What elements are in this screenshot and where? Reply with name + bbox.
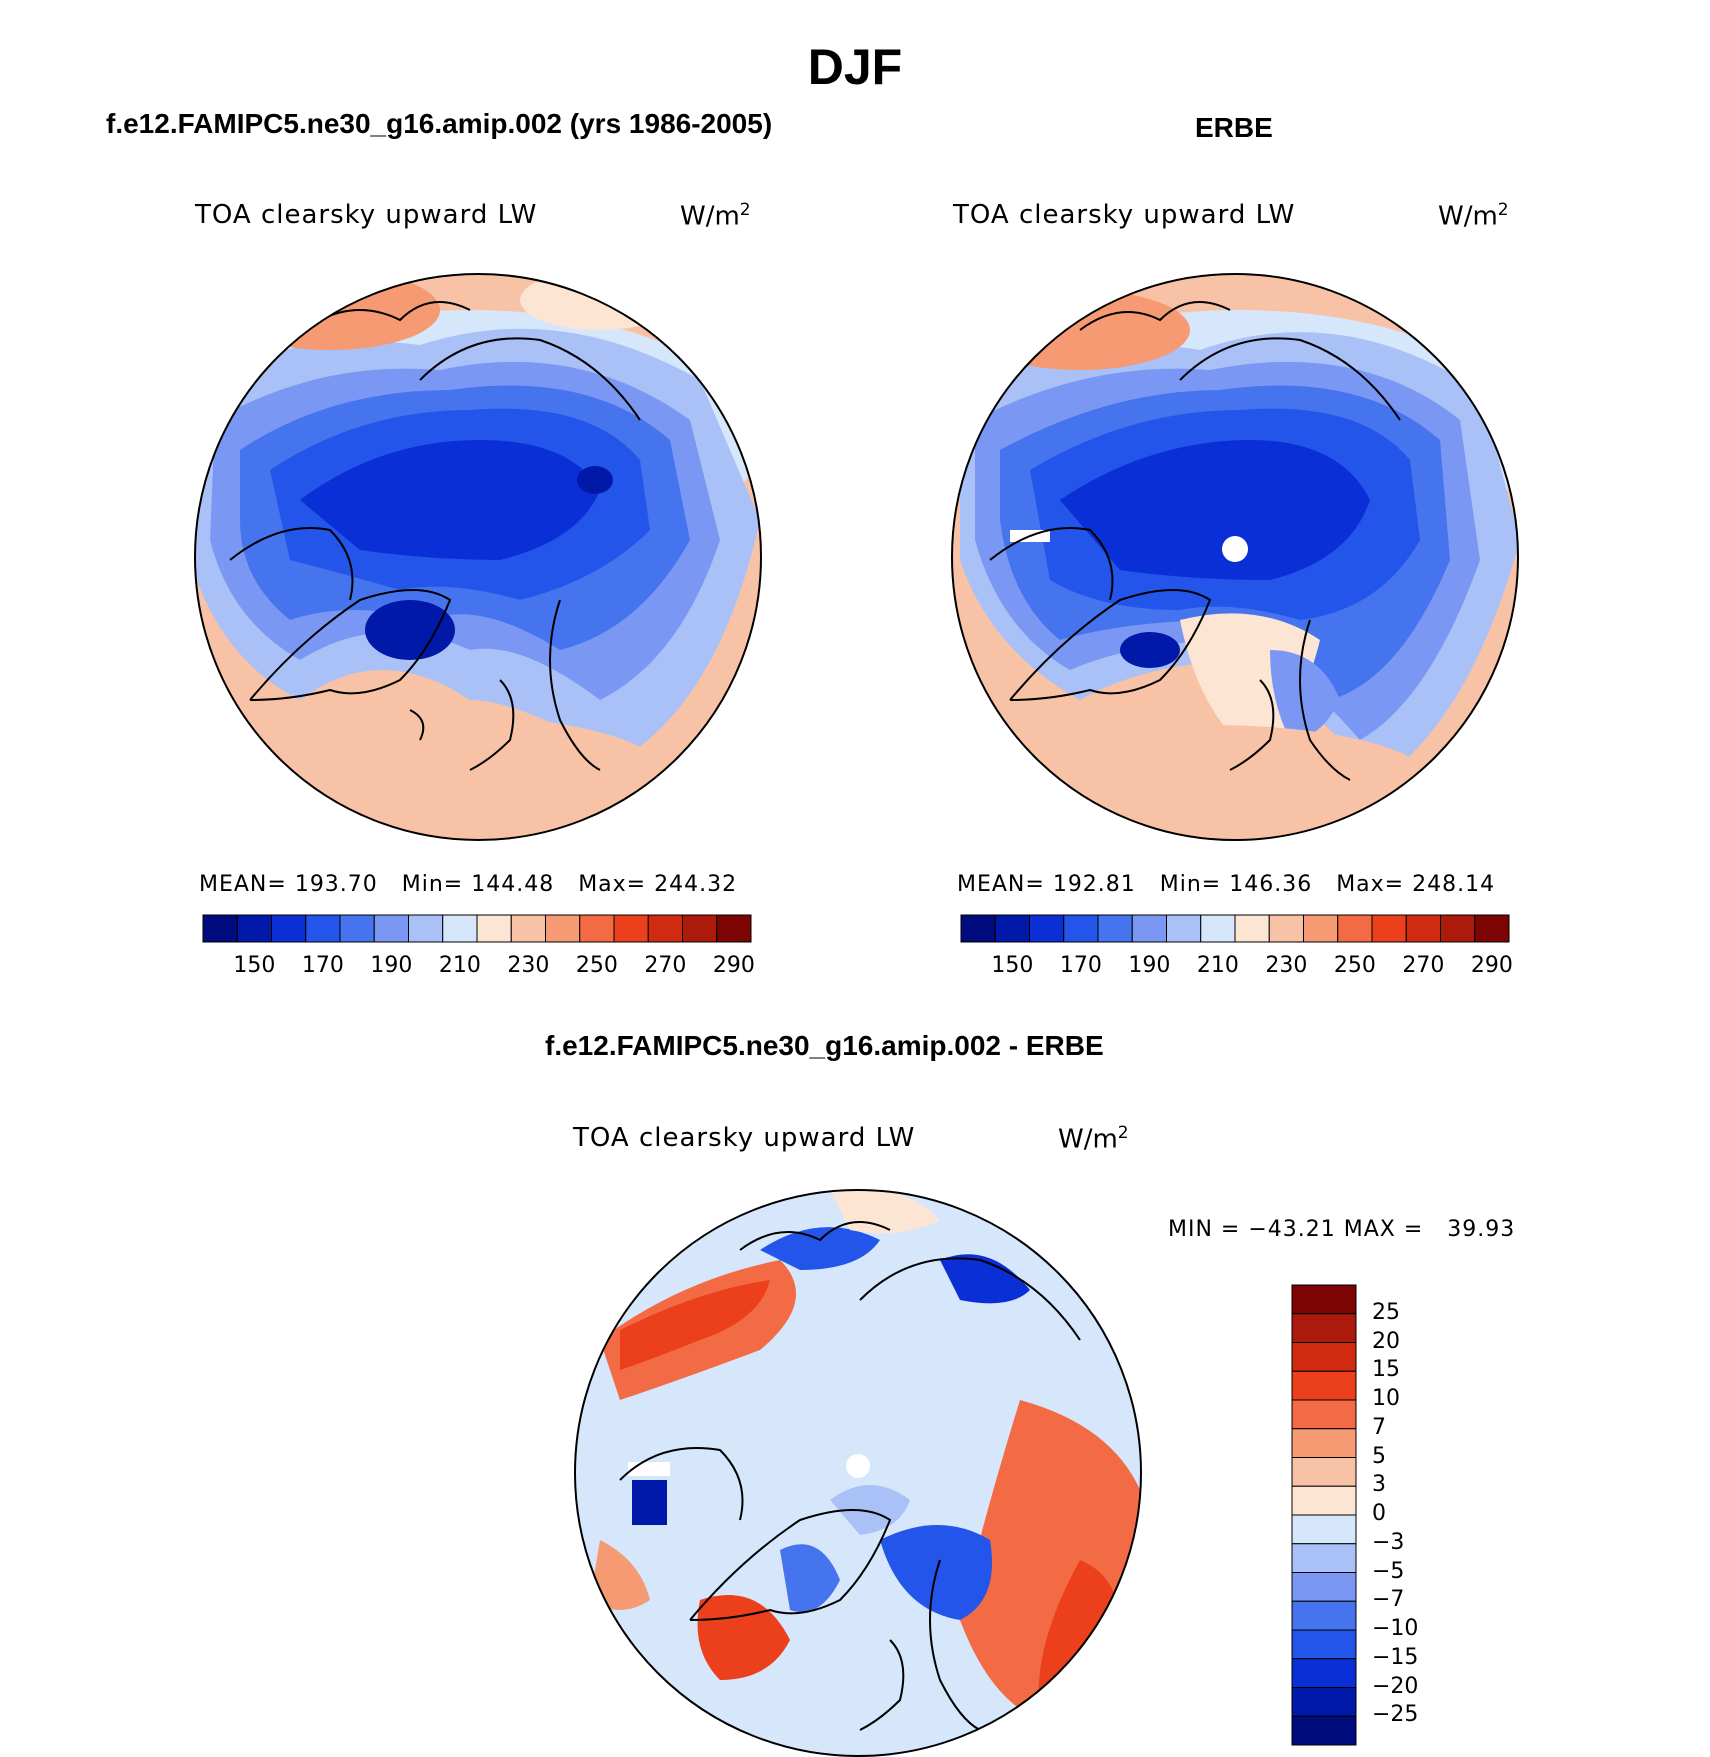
colorbar-swatch [1474, 914, 1510, 943]
colorbar-swatch [1291, 1370, 1357, 1401]
colorbar-tick-label: −7 [1372, 1587, 1405, 1613]
colorbar-tick-label: −20 [1372, 1673, 1419, 1699]
panel-2-colorbar [960, 914, 1510, 943]
colorbar-tick-label: 190 [370, 953, 413, 978]
colorbar-tick-label: 190 [1128, 953, 1171, 978]
colorbar-swatch [1405, 914, 1441, 943]
colorbar-tick-label: −25 [1372, 1702, 1419, 1728]
colorbar-tick-label: 270 [1402, 953, 1445, 978]
colorbar-swatch [1291, 1399, 1357, 1430]
colorbar-tick-label: 10 [1372, 1386, 1400, 1411]
colorbar-swatch [1291, 1514, 1357, 1545]
colorbar-swatch [1029, 914, 1065, 943]
colorbar-tick-label: 290 [712, 953, 755, 978]
colorbar-swatch [1166, 914, 1202, 943]
colorbar-tick-label: 150 [233, 953, 276, 978]
colorbar-tick-label: 0 [1372, 1501, 1386, 1526]
panel-1-colorbar [202, 914, 752, 943]
colorbar-tick-label: −5 [1372, 1558, 1405, 1584]
colorbar-swatch [408, 914, 444, 943]
colorbar-tick-label: −3 [1372, 1529, 1405, 1555]
colorbar-swatch [1291, 1543, 1357, 1573]
colorbar-tick-label: 20 [1372, 1328, 1400, 1354]
colorbar-swatch [339, 914, 375, 943]
panel-2-case-title: ERBE [1195, 112, 1273, 143]
colorbar-tick-label: 210 [438, 953, 481, 978]
colorbar-tick-label: 7 [1372, 1414, 1386, 1440]
colorbar-swatch [1303, 914, 1339, 943]
colorbar-swatch [1131, 914, 1167, 943]
panel-2-units-label: W/m2 [1438, 200, 1509, 232]
colorbar-tick-label: 170 [1059, 953, 1102, 978]
panel-1-units-label: W/m2 [680, 200, 751, 232]
colorbar-swatch [613, 914, 649, 943]
colorbar-tick-label: 250 [1333, 953, 1376, 978]
colorbar-swatch [476, 914, 512, 943]
colorbar-swatch [1291, 1572, 1357, 1602]
colorbar-swatch [271, 914, 307, 943]
colorbar-swatch [1291, 1658, 1357, 1688]
colorbar-swatch [1291, 1428, 1357, 1458]
colorbar-swatch [1291, 1457, 1357, 1487]
colorbar-tick-label: 290 [1470, 953, 1513, 978]
diff-colorbar [1291, 1284, 1357, 1746]
colorbar-swatch [1440, 914, 1476, 943]
colorbar-swatch [716, 914, 752, 943]
colorbar-tick-label: 230 [1265, 953, 1308, 978]
colorbar-tick-label: 15 [1372, 1357, 1400, 1383]
colorbar-swatch [1291, 1342, 1357, 1372]
colorbar-swatch [373, 914, 409, 943]
colorbar-tick-label: 270 [644, 953, 687, 978]
colorbar-swatch [1097, 914, 1133, 943]
colorbar-swatch [1291, 1600, 1357, 1631]
colorbar-tick-label: 230 [507, 953, 550, 978]
colorbar-tick-label: 250 [575, 953, 618, 978]
colorbar-swatch [545, 914, 581, 943]
colorbar-tick-label: 25 [1372, 1299, 1400, 1325]
colorbar-tick-label: 210 [1196, 953, 1239, 978]
colorbar-swatch [1291, 1629, 1357, 1660]
diff-case-title: f.e12.FAMIPC5.ne30_g16.amip.002 - ERBE [545, 1030, 1104, 1061]
colorbar-swatch [1291, 1485, 1357, 1516]
diff-units-label: W/m2 [1058, 1123, 1129, 1155]
colorbar-tick-label: 3 [1372, 1472, 1386, 1498]
colorbar-swatch [1291, 1313, 1357, 1343]
colorbar-swatch [305, 914, 341, 943]
panel-1-variable-label: TOA clearsky upward LW [195, 200, 538, 230]
diff-variable-label: TOA clearsky upward LW [573, 1123, 916, 1153]
colorbar-tick-label: −10 [1372, 1616, 1419, 1641]
colorbar-swatch [1291, 1715, 1357, 1746]
panel-1-stats: MEAN= 193.70 Min= 144.48 Max= 244.32 [199, 872, 738, 897]
colorbar-swatch [682, 914, 718, 943]
diff-stats: MIN = −43.21 MAX = 39.93 [1168, 1217, 1516, 1242]
colorbar-swatch [1291, 1687, 1357, 1717]
panel-2-variable-label: TOA clearsky upward LW [953, 200, 1296, 230]
colorbar-tick-label: 5 [1372, 1443, 1386, 1469]
colorbar-swatch [236, 914, 272, 943]
colorbar-swatch [994, 914, 1030, 943]
colorbar-tick-label: −15 [1372, 1644, 1419, 1670]
colorbar-swatch [510, 914, 546, 943]
colorbar-tick-label: 150 [991, 953, 1034, 978]
colorbar-swatch [202, 914, 238, 943]
colorbar-swatch [442, 914, 478, 943]
colorbar-swatch [1291, 1284, 1357, 1315]
panel-2-stats: MEAN= 192.81 Min= 146.36 Max= 248.14 [957, 872, 1496, 897]
colorbar-tick-label: 170 [301, 953, 344, 978]
colorbar-swatch [1200, 914, 1236, 943]
figure-title: DJF [807, 39, 903, 95]
colorbar-swatch [579, 914, 615, 943]
panel-1-case-title: f.e12.FAMIPC5.ne30_g16.amip.002 (yrs 198… [106, 108, 773, 139]
